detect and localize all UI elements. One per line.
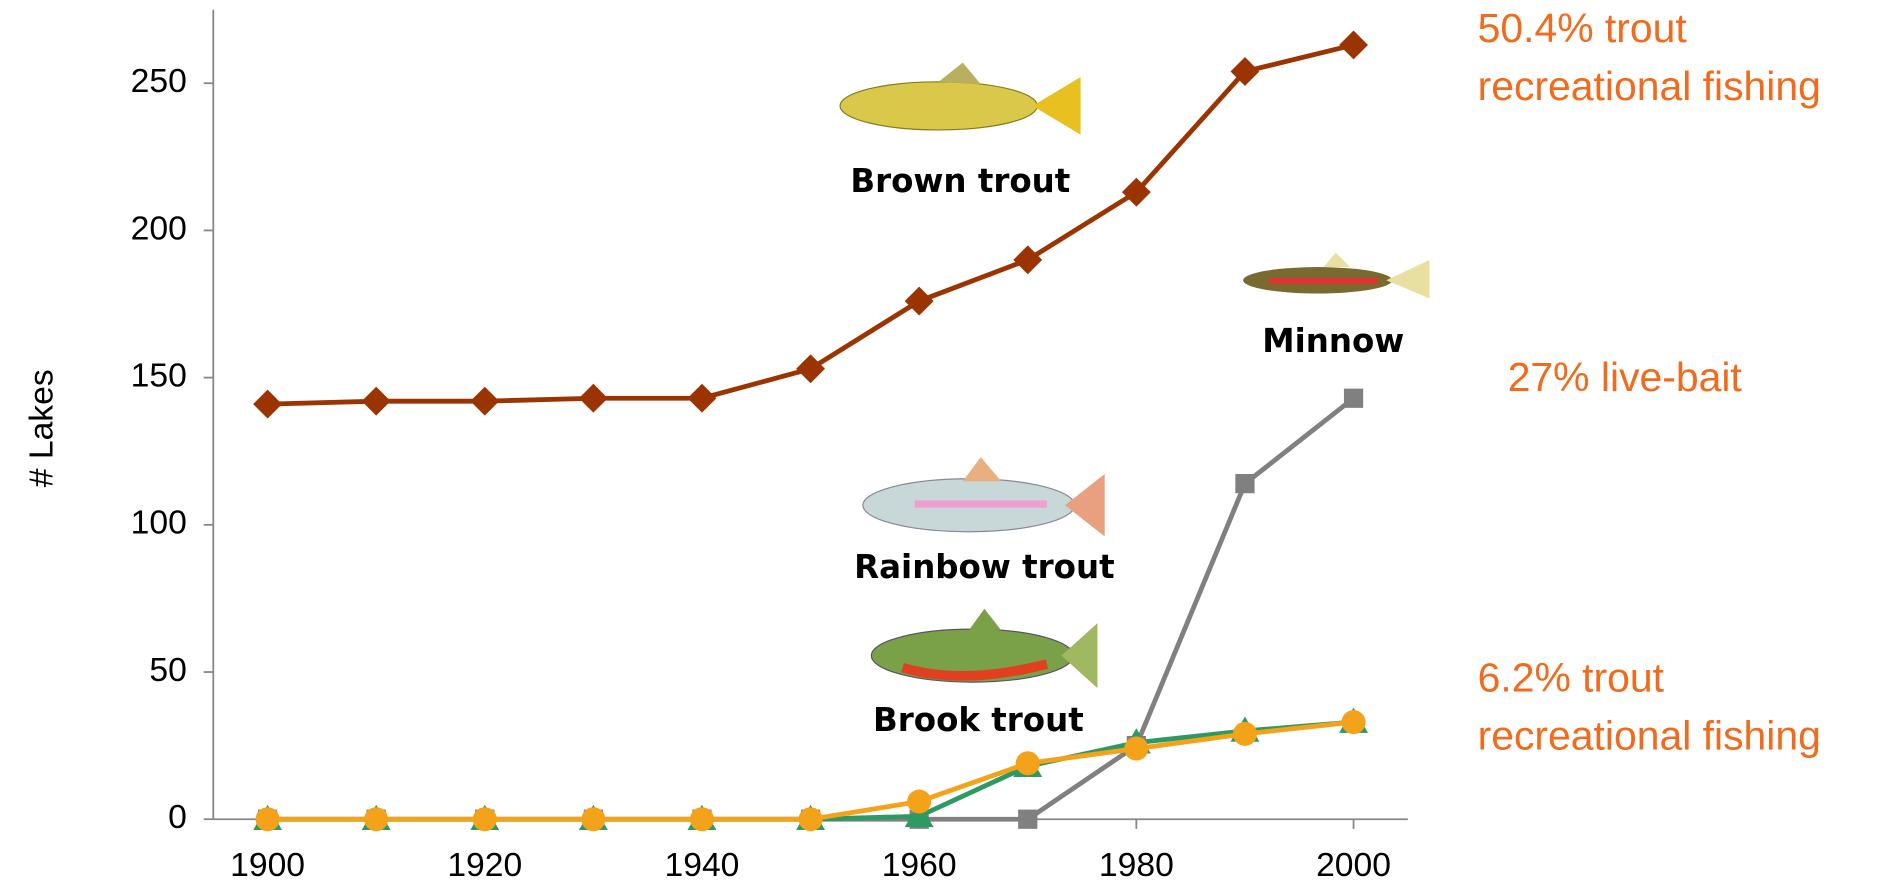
- series-line: [267, 719, 1354, 822]
- fish-icon: [1243, 252, 1430, 299]
- series-label: Brook trout: [873, 701, 1084, 739]
- annotation: recreational fishing: [1478, 712, 1821, 758]
- annotation: 50.4% trout: [1478, 5, 1688, 51]
- y-tick-label: 150: [131, 358, 187, 395]
- series-label: Brown trout: [850, 162, 1070, 200]
- marker: [581, 807, 606, 832]
- marker: [689, 807, 715, 832]
- marker: [470, 386, 500, 416]
- marker: [1013, 245, 1043, 275]
- y-axis-label: # Lakes: [24, 369, 61, 487]
- x-tick-label: 1920: [447, 847, 522, 884]
- marker: [578, 383, 608, 413]
- marker: [255, 807, 280, 832]
- series-label: Rainbow trout: [854, 548, 1114, 586]
- marker: [364, 807, 389, 832]
- x-tick-label: 1960: [882, 847, 957, 884]
- fish-icon: [862, 457, 1105, 537]
- annotation: recreational fishing: [1478, 63, 1821, 109]
- series-line: [267, 396, 1356, 822]
- x-tick-label: 1980: [1099, 847, 1174, 884]
- fish-icon: [870, 608, 1098, 689]
- marker: [904, 801, 934, 828]
- marker: [1124, 736, 1149, 761]
- y-tick-label: 50: [149, 652, 186, 689]
- marker: [1232, 721, 1257, 746]
- marker: [1341, 710, 1366, 735]
- marker: [253, 389, 283, 419]
- marker: [1343, 388, 1364, 408]
- x-tick-label: 1940: [665, 847, 740, 884]
- marker: [1121, 177, 1151, 207]
- marker: [1230, 57, 1260, 86]
- marker: [1018, 809, 1038, 829]
- x-tick-label: 2000: [1316, 847, 1391, 884]
- marker: [687, 383, 717, 413]
- marker: [1339, 30, 1368, 60]
- annotation: 6.2% trout: [1478, 655, 1665, 701]
- marker: [907, 789, 932, 814]
- y-tick-label: 200: [131, 210, 187, 247]
- y-tick-label: 0: [168, 799, 187, 836]
- marker: [472, 807, 497, 832]
- annotation: 27% live-bait: [1508, 354, 1743, 400]
- fish-icon: [839, 62, 1081, 135]
- x-tick-label: 1900: [230, 847, 305, 884]
- series-label: Minnow: [1262, 322, 1404, 360]
- marker: [1235, 473, 1255, 494]
- y-tick-label: 100: [131, 505, 187, 542]
- marker: [1015, 751, 1040, 776]
- marker: [796, 354, 826, 384]
- series-line: [267, 42, 1355, 407]
- marker: [361, 386, 391, 416]
- marker: [904, 286, 934, 316]
- marker: [798, 807, 823, 832]
- y-tick-label: 250: [131, 63, 187, 100]
